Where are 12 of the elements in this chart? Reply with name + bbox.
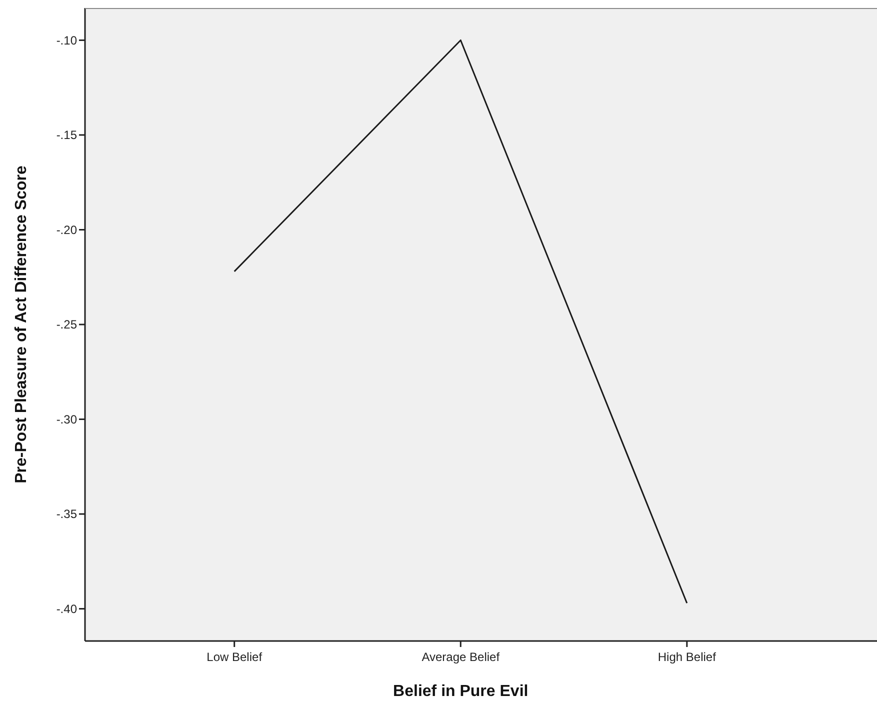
x-tick-label: High Belief — [658, 650, 717, 664]
y-tick-label: -.30 — [56, 412, 78, 426]
y-tick-label: -.20 — [56, 222, 78, 237]
y-tick-label: -.10 — [56, 33, 78, 48]
y-tick-label: -.40 — [56, 602, 78, 616]
x-axis-title: Belief in Pure Evil — [393, 683, 528, 700]
y-tick-label: -.25 — [56, 318, 78, 332]
x-tick-label: Low Belief — [206, 650, 263, 664]
y-axis-title: Pre-Post Pleasure of Act Difference Score — [13, 166, 30, 484]
y-tick-label: -.35 — [56, 507, 78, 522]
y-tick-label: -.15 — [56, 128, 78, 142]
x-tick-label: Average Belief — [422, 650, 500, 664]
